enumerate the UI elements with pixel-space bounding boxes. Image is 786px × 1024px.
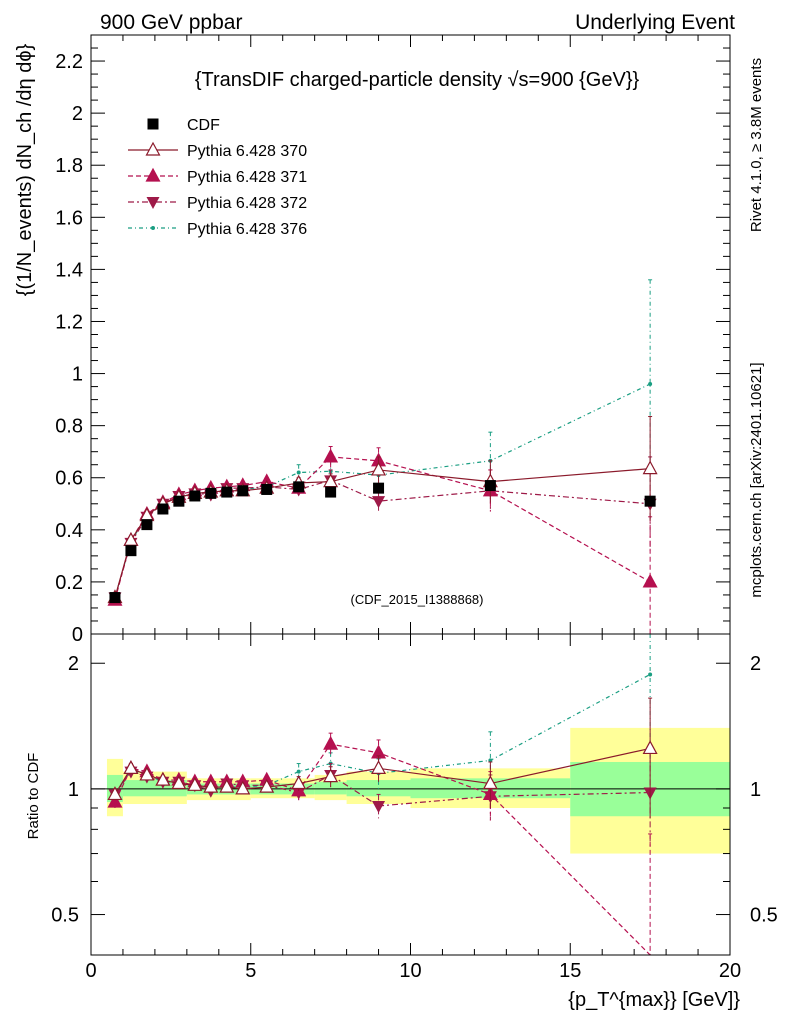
ratio-band-green (122, 780, 187, 797)
legend-marker-p372 (146, 197, 160, 209)
y-tick-label: 0 (72, 624, 83, 646)
point-p370 (203, 778, 219, 793)
point-cdf (109, 592, 121, 604)
ratio-y-tick-label: 2 (68, 653, 79, 675)
point-cdf (237, 485, 249, 497)
point-p370 (291, 775, 307, 790)
rivet-version-label: Rivet 4.1.0, ≥ 3.8M events (748, 58, 765, 232)
point-p372 (372, 496, 386, 509)
series-line-p371 (114, 456, 651, 601)
point-p370 (155, 771, 171, 786)
ratio-y-tick-label: 0.5 (51, 905, 79, 927)
point-cdf (373, 482, 385, 494)
point-p370 (482, 775, 498, 790)
ratio-y-tick-label-right: 1 (750, 779, 761, 801)
point-p370 (107, 786, 123, 801)
watermark: (CDF_2015_I1388868) (351, 592, 484, 607)
x-tick-label: 0 (85, 960, 96, 982)
point-cdf (261, 483, 273, 495)
ratio-y-tick-label-right: 2 (750, 653, 761, 675)
point-p370 (642, 460, 658, 475)
legend-marker-p371 (145, 167, 161, 182)
y-tick-label: 2 (72, 103, 83, 125)
main-title: {TransDIF charged-particle density √s=90… (195, 69, 640, 91)
point-p376 (296, 470, 301, 475)
x-axis-label: {p_T^{max}} [GeV]} (568, 989, 740, 1011)
point-p370 (323, 768, 339, 783)
y-tick-label: 0.4 (55, 520, 83, 542)
legend-marker-p370 (145, 141, 161, 156)
point-p370 (171, 775, 187, 790)
legend-label-p372: Pythia 6.428 372 (187, 195, 307, 212)
point-cdf (205, 487, 217, 499)
y-tick-label: 1.8 (55, 155, 83, 177)
point-p371 (323, 448, 339, 463)
point-cdf (189, 490, 201, 502)
legend-label-p376: Pythia 6.428 376 (187, 221, 307, 238)
ratio-y-axis-label: Ratio to CDF (25, 753, 42, 840)
point-p376 (488, 758, 493, 763)
point-p376 (648, 672, 653, 677)
mcplots-label: mcplots.cern.ch [arXiv:2401.10621] (748, 362, 765, 597)
point-cdf (141, 519, 153, 531)
point-cdf (484, 480, 496, 492)
y-tick-label: 0.2 (55, 572, 83, 594)
y-tick-label: 1.2 (55, 311, 83, 333)
x-tick-label: 10 (399, 960, 421, 982)
y-tick-label: 1.4 (55, 259, 83, 281)
point-p370 (187, 777, 203, 791)
x-tick-label: 20 (719, 960, 741, 982)
y-tick-label: 2.2 (55, 51, 83, 73)
point-cdf (157, 503, 169, 515)
point-p376 (648, 381, 653, 386)
point-p370 (139, 766, 155, 781)
y-tick-label: 1 (72, 364, 83, 386)
point-cdf (125, 545, 137, 557)
header-right: Underlying Event (575, 11, 735, 34)
point-p370 (235, 780, 251, 795)
main-panel: 0 0.2 0.4 0.6 0.8 1 1.2 1.4 1.6 1.8 2 2.2 {TransDIF… (14, 34, 731, 646)
legend: CDF Pythia 6.428 370 Pythia 6.428 371 Pythi… (128, 117, 307, 238)
main-y-axis-label: {(1/N_events) dN_ch /dη dϕ} (14, 43, 36, 296)
point-p372 (372, 800, 386, 813)
point-cdf (325, 486, 337, 498)
point-p370 (371, 461, 387, 476)
point-p370 (371, 760, 387, 774)
x-tick-label: 15 (559, 960, 581, 982)
point-p370 (642, 740, 658, 755)
ratio-panel: 0 5 10 15 20 0.5 0.5 1 1 2 2 Ratio to CDF {p_T^{ma… (25, 633, 778, 1011)
point-p371 (642, 573, 658, 588)
legend-label-p371: Pythia 6.428 371 (187, 169, 307, 186)
point-p376 (296, 769, 301, 774)
ratio-frame (90, 633, 731, 956)
point-cdf (221, 486, 233, 498)
point-p370 (259, 778, 275, 793)
header-left: 900 GeV ppbar (100, 11, 242, 34)
legend-label-cdf: CDF (187, 117, 220, 134)
legend-marker-p376 (151, 226, 155, 230)
x-tick-label: 5 (245, 960, 256, 982)
point-cdf (644, 495, 656, 507)
point-p371 (107, 793, 123, 808)
legend-label-p370: Pythia 6.428 370 (187, 143, 307, 160)
point-p370 (123, 760, 139, 774)
y-tick-label: 0.8 (55, 416, 83, 438)
point-cdf (173, 495, 185, 507)
ratio-band-green (314, 781, 347, 795)
point-p370 (219, 778, 235, 793)
legend-marker-cdf (147, 118, 159, 130)
point-p371 (323, 735, 339, 750)
point-cdf (293, 481, 305, 493)
ratio-y-tick-label: 1 (68, 779, 79, 801)
ratio-y-tick-label-right: 0.5 (750, 905, 778, 927)
y-tick-label: 0.6 (55, 468, 83, 490)
y-tick-label: 1.6 (55, 207, 83, 229)
